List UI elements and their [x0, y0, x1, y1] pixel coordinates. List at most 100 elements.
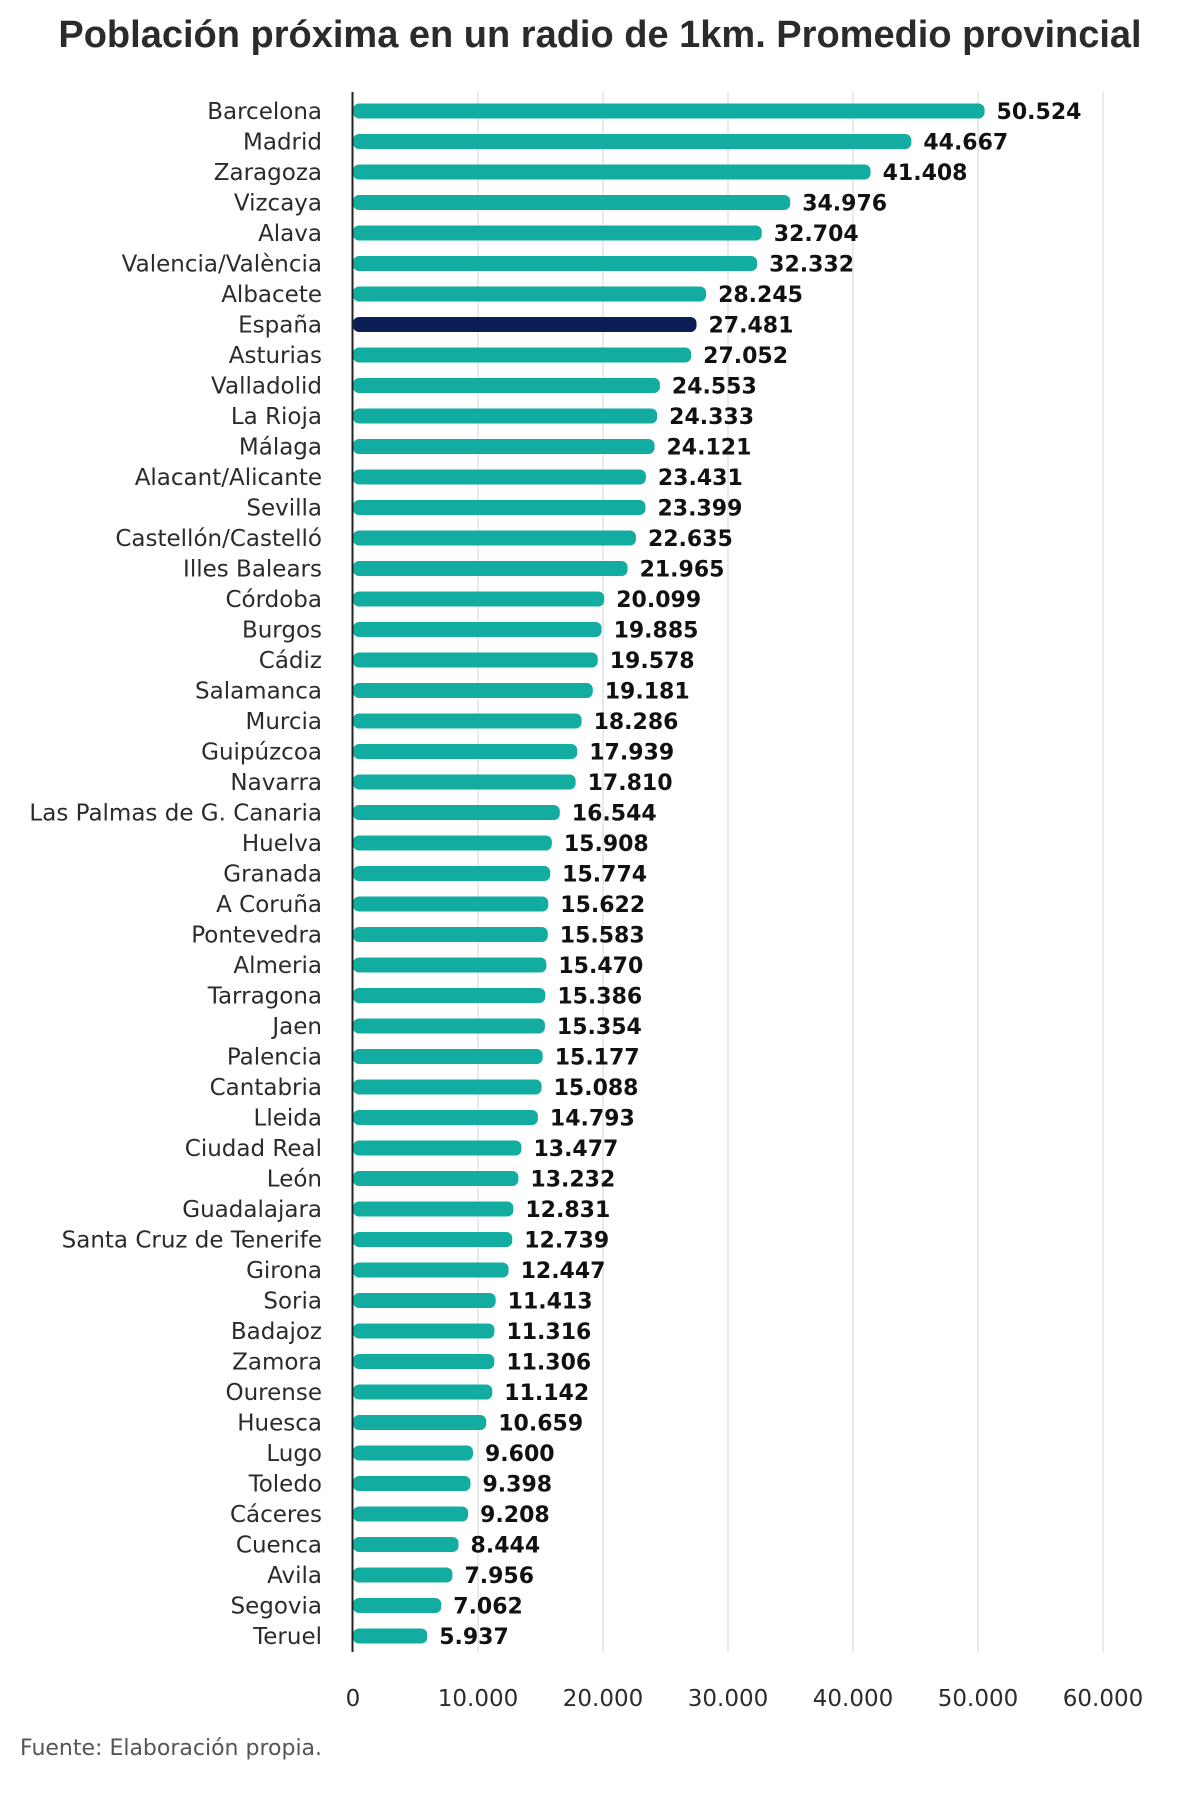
category-label: Barcelona — [207, 99, 322, 125]
category-label: Córdoba — [225, 587, 322, 613]
bar — [353, 1598, 442, 1613]
bar — [353, 530, 636, 546]
value-label: 9.208 — [480, 1503, 550, 1528]
bar — [353, 347, 692, 363]
value-label: 20.099 — [616, 588, 701, 613]
value-label: 24.333 — [669, 405, 754, 430]
category-label: Segovia — [230, 1594, 322, 1620]
value-label: 12.447 — [521, 1259, 606, 1284]
value-label: 18.286 — [594, 710, 679, 735]
bar — [353, 1354, 495, 1369]
value-label: 15.774 — [562, 863, 647, 888]
value-label: 19.181 — [605, 680, 690, 705]
bar — [353, 1140, 522, 1156]
value-label: 16.544 — [572, 802, 657, 827]
x-tick-label: 20.000 — [563, 1686, 643, 1712]
value-label: 15.354 — [557, 1015, 642, 1040]
value-label: 19.885 — [614, 619, 699, 644]
category-label: Guadalajara — [182, 1197, 322, 1223]
bar — [353, 1567, 453, 1583]
bar — [353, 1293, 496, 1308]
category-label: Vizcaya — [234, 191, 322, 217]
value-label: 15.177 — [555, 1046, 640, 1071]
bar — [353, 1079, 542, 1095]
value-label: 11.316 — [506, 1320, 591, 1345]
value-label: 5.937 — [439, 1625, 509, 1650]
value-label: 15.622 — [560, 893, 645, 918]
value-label: 15.386 — [557, 985, 642, 1010]
value-label: 32.704 — [774, 222, 859, 247]
category-label: Soria — [263, 1289, 322, 1315]
x-tick-label: 0 — [346, 1686, 361, 1712]
value-label: 23.431 — [658, 466, 743, 491]
value-label: 12.831 — [525, 1198, 610, 1223]
value-label: 28.245 — [718, 283, 803, 308]
category-label: Jaen — [270, 1014, 322, 1040]
category-label: La Rioja — [231, 404, 322, 430]
value-label: 13.477 — [533, 1137, 618, 1162]
value-label: 12.739 — [524, 1229, 609, 1254]
value-label: 14.793 — [550, 1107, 635, 1132]
bar — [353, 896, 549, 912]
value-label: 11.142 — [504, 1381, 589, 1406]
bar — [353, 1262, 509, 1278]
bar — [353, 1415, 487, 1430]
category-label: Madrid — [243, 130, 322, 156]
bar — [353, 134, 912, 149]
bar — [353, 1476, 471, 1491]
value-label: 17.810 — [588, 771, 673, 796]
category-label: Illes Balears — [183, 557, 322, 583]
category-label: Albacete — [221, 282, 322, 308]
category-label: Pontevedra — [191, 923, 322, 949]
x-tick-label: 50.000 — [938, 1686, 1018, 1712]
category-label: Granada — [223, 862, 322, 888]
category-label: Ourense — [226, 1380, 323, 1406]
category-label: Huesca — [237, 1411, 322, 1437]
category-label: León — [267, 1167, 322, 1193]
category-label: Palencia — [227, 1045, 322, 1071]
bar — [353, 866, 551, 881]
bar — [353, 1384, 493, 1400]
category-label: Burgos — [242, 618, 322, 644]
category-label: Teruel — [252, 1624, 322, 1650]
value-label: 15.583 — [560, 924, 645, 949]
value-label: 19.578 — [610, 649, 695, 674]
value-label: 9.398 — [482, 1473, 552, 1498]
bar — [353, 1049, 543, 1064]
value-label: 9.600 — [485, 1442, 555, 1467]
bar — [353, 1018, 545, 1034]
value-label: 44.667 — [923, 131, 1008, 156]
value-label: 21.965 — [640, 558, 725, 583]
bar — [353, 927, 548, 942]
bar — [353, 774, 576, 790]
bar — [353, 1232, 513, 1247]
bar-chart: 0 10.000 20.000 30.000 40.000 50.000 60.000 Bar… — [29, 92, 1143, 1712]
value-label: 10.659 — [498, 1412, 583, 1437]
category-label: Navarra — [230, 770, 322, 796]
bar — [353, 195, 791, 210]
source-note: Fuente: Elaboración propia. — [20, 1736, 323, 1761]
value-label: 15.088 — [554, 1076, 639, 1101]
bar — [353, 683, 593, 698]
chart-title: Población próxima en un radio de 1km. Pr… — [58, 14, 1142, 56]
category-label: Cuenca — [236, 1533, 322, 1559]
category-label: Málaga — [239, 435, 322, 461]
bar — [353, 713, 582, 729]
bar — [353, 561, 628, 576]
category-label: Girona — [246, 1258, 322, 1284]
bar — [353, 622, 602, 637]
bar — [353, 1445, 473, 1461]
value-label: 11.413 — [508, 1290, 593, 1315]
category-label: Zaragoza — [214, 160, 322, 186]
value-label: 15.908 — [564, 832, 649, 857]
bar — [353, 1537, 459, 1552]
category-label: Badajoz — [231, 1319, 322, 1345]
x-tick-label: 60.000 — [1063, 1686, 1143, 1712]
bar — [353, 988, 546, 1003]
bar — [353, 1506, 469, 1522]
value-label: 7.062 — [453, 1595, 523, 1620]
bar — [353, 103, 985, 119]
value-label: 7.956 — [464, 1564, 534, 1589]
value-label: 27.481 — [709, 314, 794, 339]
category-label: Salamanca — [195, 679, 322, 705]
